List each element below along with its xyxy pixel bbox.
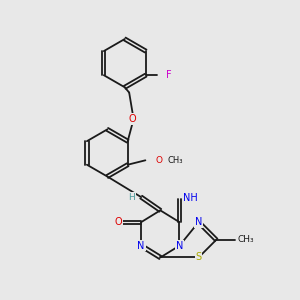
Text: O: O (155, 156, 162, 165)
Text: N: N (137, 241, 145, 251)
Text: CH₃: CH₃ (167, 156, 183, 165)
Text: NH: NH (183, 193, 198, 203)
Text: H: H (128, 193, 135, 202)
Text: N: N (176, 241, 183, 251)
Text: S: S (196, 253, 202, 262)
Text: NH: NH (183, 194, 198, 204)
Text: CH₃: CH₃ (237, 235, 254, 244)
Text: O: O (129, 114, 136, 124)
Text: N: N (195, 217, 202, 227)
Text: O: O (115, 217, 122, 227)
Text: F: F (166, 70, 171, 80)
